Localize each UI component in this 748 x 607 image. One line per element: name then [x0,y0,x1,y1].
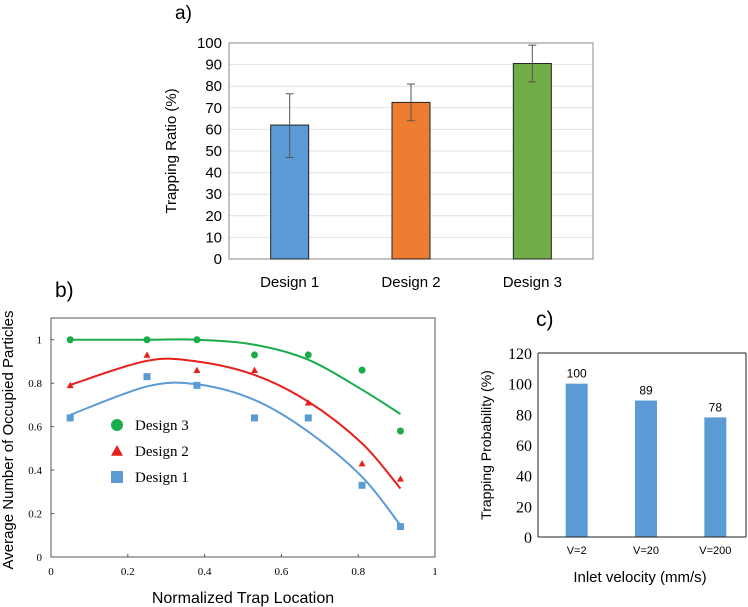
y-tick-label: 40 [516,469,532,486]
data-point-design-1 [358,481,366,489]
panel-c-ylabel: Trapping Probability (%) [478,370,494,520]
y-tick-label: 80 [516,407,532,424]
y-tick-label: 0.8 [28,378,42,390]
data-point-design-3 [396,427,404,435]
legend-label: Design 1 [135,470,189,486]
x-tick-label: 0.4 [198,566,212,578]
panel-b-plot-frame [50,317,436,558]
panel-b-label: b) [55,279,74,302]
data-label: 89 [639,384,653,398]
trend-line-design-1 [69,381,402,526]
y-tick-label: 100 [508,377,532,394]
legend-marker-design-2 [111,445,123,456]
data-point-design-1 [304,414,312,422]
data-point-design-1 [143,373,151,381]
x-tick-label: 0.6 [275,566,289,578]
data-point-design-1 [396,523,404,531]
data-point-design-2 [143,351,151,358]
legend-label: Design 2 [135,444,189,460]
legend-marker-design-3 [111,419,123,431]
y-tick-label: 0 [214,251,222,268]
bar-v-2 [565,383,588,537]
panel-a: a) 0 10 20 30 40 50 60 70 80 90 100 Design 1 Design… [163,3,594,291]
legend-label: Design 3 [135,418,189,434]
data-point-design-3 [143,336,151,344]
data-label: 78 [709,400,723,414]
y-tick-label: 40 [205,165,222,182]
panel-b-xlabel: Normalized Trap Location [152,590,334,607]
y-tick-label: 120 [508,346,532,363]
y-tick-label: 70 [205,100,222,117]
y-tick-label: 0.6 [28,422,42,434]
x-tick-label: Design 1 [260,274,319,291]
x-tick-label: V=200 [699,545,731,557]
panel-a-label: a) [175,3,192,24]
panel-a-ylabel: Trapping Ratio (%) [163,88,180,213]
data-point-design-2 [358,460,366,467]
data-point-design-3 [251,351,259,359]
y-tick-label: 0.2 [28,509,42,521]
legend-marker-design-1 [111,471,123,483]
y-tick-label: 80 [205,78,222,95]
bar-design-2 [391,101,431,260]
data-point-design-3 [193,336,201,344]
data-point-design-1 [193,381,201,389]
y-tick-label: 60 [516,438,532,455]
data-point-design-2 [66,381,74,389]
y-tick-label: 30 [205,186,222,203]
x-tick-label: V=2 [567,545,587,557]
panel-b: b) 0 0.2 0.4 0.6 0.8 1 0 0.2 0.4 0.6 0.8 1 Design 3… [0,279,438,607]
panel-b-ylabel: Average Number of Occupied Particles [0,310,17,569]
data-point-design-2 [193,366,201,373]
trend-line-design-3 [70,338,401,415]
y-tick-label: 1 [37,335,43,347]
data-point-design-1 [251,414,259,422]
data-point-design-3 [304,351,312,359]
panel-c-xlabel: Inlet velocity (mm/s) [573,569,706,586]
y-tick-label: 100 [197,35,222,52]
data-point-design-3 [66,336,74,344]
data-point-design-2 [251,366,259,373]
x-tick-label: Design 3 [503,274,562,291]
y-tick-label: 0 [37,552,43,564]
x-tick-label: 0.2 [121,566,135,578]
y-tick-label: 60 [205,121,222,138]
x-tick-label: 0.8 [351,566,365,578]
data-point-design-1 [66,414,74,422]
panel-c-label: c) [536,308,554,331]
y-tick-label: 10 [205,229,222,246]
y-tick-label: 20 [205,208,222,225]
x-tick-label: Design 2 [381,274,440,291]
x-tick-label: V=20 [633,545,659,557]
bar-design-3 [512,63,552,260]
bar-v-200 [704,417,727,537]
y-tick-label: 20 [516,499,532,516]
x-tick-label: 0 [48,566,54,578]
y-tick-label: 90 [205,57,222,74]
data-label: 100 [567,367,587,381]
bar-v-20 [635,400,657,537]
y-tick-label: 50 [205,143,222,160]
y-tick-label: 0 [524,530,532,547]
y-tick-label: 0.4 [28,465,42,477]
trend-line-design-2 [69,357,402,490]
data-point-design-3 [358,366,366,374]
data-point-design-2 [396,475,404,482]
x-tick-label: 1 [432,566,438,578]
data-point-design-2 [304,399,312,406]
